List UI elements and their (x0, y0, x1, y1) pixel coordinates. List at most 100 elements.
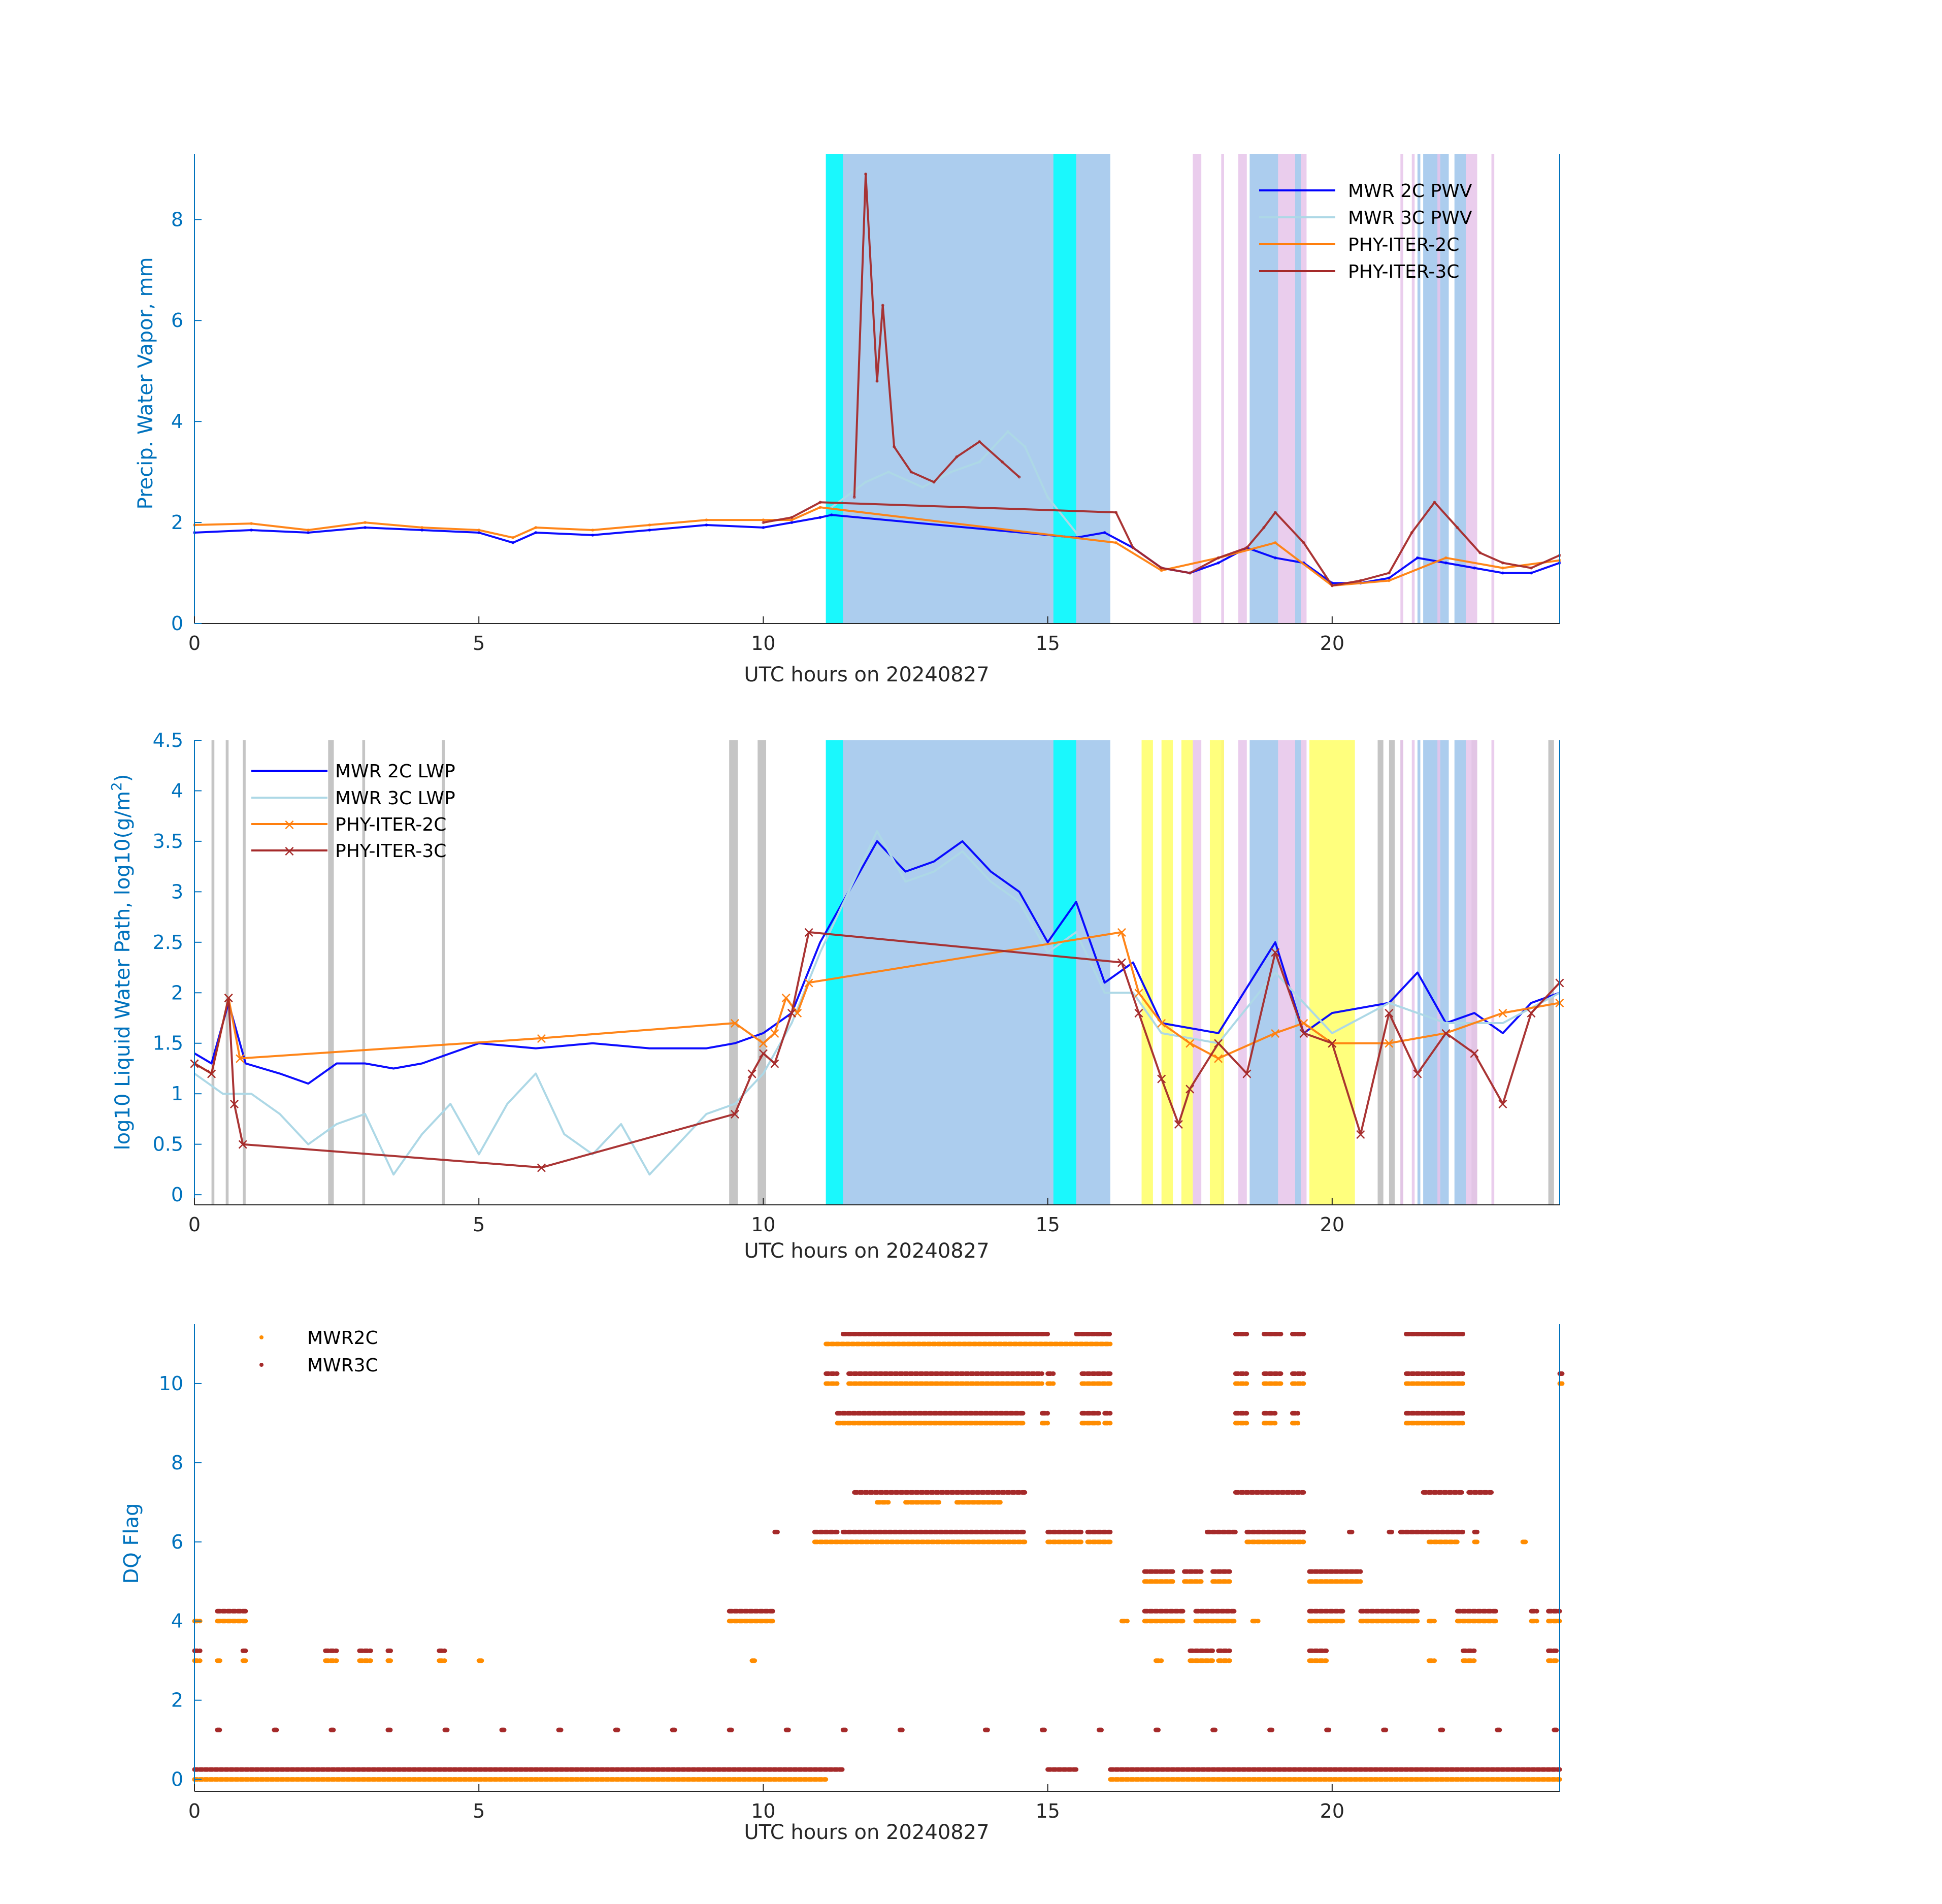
pwv-series-3-point-12 (1330, 584, 1334, 587)
pwv-x-tick-label-0: 0 (188, 632, 201, 654)
pwv-series-0-point-1 (250, 528, 253, 532)
lwp-series-2-marker-6: × (757, 1035, 770, 1053)
pwv-series-2-point-8 (591, 528, 595, 532)
lwp-series-2-marker-21: × (1496, 1004, 1509, 1022)
lwp-y-tick-label-2: 2 (171, 981, 183, 1004)
pwv-series-0-point-22 (1273, 556, 1277, 560)
lwp-series-2-marker-8: × (780, 989, 793, 1007)
dq-x-tick-label-15: 15 (1035, 1800, 1060, 1822)
lwp-series-line-2 (193, 931, 1560, 1075)
pwv-y-axis-label: Precip. Water Vapor, mm (134, 257, 157, 510)
pwv-legend-label-phy3c: PHY-ITER-3C (1348, 261, 1459, 282)
lwp-y-tick-label-1: 1 (171, 1082, 183, 1105)
pwv-y-tick-label-4: 4 (171, 410, 183, 433)
pwv-panel: 0 5 10 15 20 0 2 4 6 8 UTC hours on 20240827 Prec… (134, 154, 1561, 686)
lwp-series-2-marker-10: × (802, 974, 815, 992)
dq-y-tick-label-6: 6 (171, 1531, 183, 1553)
pwv-series-2-point-20 (1444, 556, 1447, 560)
dq-series-layer (192, 1331, 1565, 1782)
lwp-series-3-marker-18: × (1240, 1065, 1253, 1082)
lwp-series-2-marker-16: × (1269, 1025, 1281, 1042)
lwp-legend-marker-phy3c: × (283, 842, 295, 860)
pwv-series-2-point-4 (420, 526, 424, 530)
pwv-x-tick-label-20: 20 (1320, 632, 1344, 654)
pwv-series-1-point-7 (1023, 445, 1027, 448)
lwp-series-3-marker-9: × (768, 1055, 781, 1073)
dq-x-tick-label-0: 0 (188, 1800, 201, 1822)
lwp-series-2-marker-11: × (1115, 924, 1128, 941)
lwp-legend-label-phy2c: PHY-ITER-2C (335, 814, 446, 835)
lwp-shade-steelblue-6 (1454, 740, 1466, 1205)
lwp-x-tick-label-10: 10 (751, 1213, 775, 1236)
pwv-x-axis-label: UTC hours on 20240827 (744, 663, 989, 686)
pwv-series-3-point-9 (1262, 526, 1266, 530)
pwv-series-0-point-20 (1216, 561, 1220, 565)
pwv-series-3-point-8 (1245, 546, 1248, 549)
lwp-x-tick-label-5: 5 (473, 1213, 485, 1236)
pwv-series-4-point-1 (864, 172, 868, 176)
pwv-series-1-point-1 (864, 480, 868, 484)
dq-x-axis-label: UTC hours on 20240827 (744, 1821, 989, 1844)
pwv-shade-pink-4 (1301, 154, 1307, 623)
pwv-series-0-point-26 (1387, 576, 1391, 580)
lwp-y-axis-label-superscript: 2 (108, 782, 125, 791)
lwp-y-axis-label: log10 Liquid Water Path, log10(g/m2) (108, 774, 135, 1151)
lwp-series-3-marker-22: × (1354, 1126, 1367, 1143)
pwv-series-4-point-10 (1017, 475, 1021, 479)
lwp-y-axis-label-close: ) (111, 774, 135, 782)
lwp-shade-pink-2 (1238, 740, 1247, 1205)
pwv-shade-pink-6 (1411, 154, 1415, 623)
pwv-series-2-point-7 (534, 526, 538, 530)
lwp-shading-layer (211, 740, 1554, 1205)
pwv-series-0-point-29 (1472, 566, 1476, 570)
pwv-series-2-point-13 (818, 506, 822, 509)
pwv-y-tick-label-0: 0 (171, 612, 183, 635)
pwv-series-2-point-17 (1273, 541, 1277, 544)
pwv-series-4-point-4 (893, 445, 896, 448)
lwp-shade-gray-7 (758, 740, 767, 1205)
dq-axes: 0 5 10 15 20 0 2 4 6 8 10 (159, 1324, 1560, 1822)
dq-legend-marker-mwr3c (259, 1363, 264, 1367)
pwv-shading-layer (826, 154, 1495, 623)
lwp-series-3-marker-2: × (222, 989, 235, 1007)
lwp-series-3-marker-15: × (1172, 1115, 1185, 1133)
pwv-series-4-point-5 (909, 470, 913, 474)
lwp-shade-yellow-2 (1181, 740, 1193, 1205)
lwp-series-3-marker-17: × (1212, 1035, 1225, 1053)
lwp-series-3-marker-10: × (785, 1004, 798, 1022)
pwv-series-0-point-12 (790, 521, 794, 524)
pwv-series-2-point-14 (1114, 541, 1118, 544)
lwp-shade-pink-7 (1437, 740, 1440, 1205)
dq-x-tick-label-5: 5 (473, 1800, 485, 1822)
lwp-y-tick-label-1.5: 1.5 (153, 1032, 183, 1055)
pwv-x-tick-label-5: 5 (473, 632, 485, 654)
pwv-shade-pink-3 (1278, 154, 1296, 623)
lwp-legend-label-mwr3c: MWR 3C LWP (335, 788, 455, 809)
lwp-series-2-marker-15: × (1212, 1050, 1225, 1068)
lwp-legend: MWR 2C LWP MWR 3C LWP × PHY-ITER-2C × PH… (251, 761, 455, 862)
lwp-series-3-marker-21: × (1326, 1035, 1338, 1053)
pwv-series-2-point-9 (648, 523, 651, 527)
lwp-x-tick-label-15: 15 (1035, 1213, 1060, 1236)
lwp-shade-yellow-1 (1161, 740, 1173, 1205)
pwv-series-3-point-2 (818, 501, 822, 504)
dq-panel: 0 5 10 15 20 0 2 4 6 8 10 UTC hours on 20240827 DQ… (120, 1324, 1565, 1844)
pwv-series-3-point-11 (1302, 541, 1305, 544)
lwp-shade-cyan-0 (826, 740, 843, 1205)
pwv-series-3-point-1 (790, 516, 794, 519)
lwp-shade-cyan-1 (1053, 740, 1076, 1205)
lwp-series-2-marker-7: × (768, 1025, 781, 1042)
lwp-y-tick-label-3.5: 3.5 (153, 830, 183, 852)
pwv-shade-pink-0 (1193, 154, 1202, 623)
lwp-series-2-marker-4: × (535, 1030, 548, 1047)
lwp-series-3-marker-11: × (802, 924, 815, 941)
pwv-axes: 0 5 10 15 20 0 2 4 6 8 (171, 154, 1560, 654)
lwp-series-3-marker-26: × (1468, 1045, 1480, 1063)
pwv-series-3-point-0 (762, 521, 765, 524)
pwv-series-2-point-12 (790, 518, 794, 522)
lwp-series-layer: ××××××××××××××××××× ×××××××××××××××××××××… (188, 830, 1566, 1176)
lwp-shade-steelblue-5 (1440, 740, 1449, 1205)
lwp-series-3-marker-13: × (1132, 1004, 1145, 1022)
pwv-series-3-point-7 (1216, 556, 1220, 560)
lwp-series-3-marker-23: × (1383, 1004, 1395, 1022)
